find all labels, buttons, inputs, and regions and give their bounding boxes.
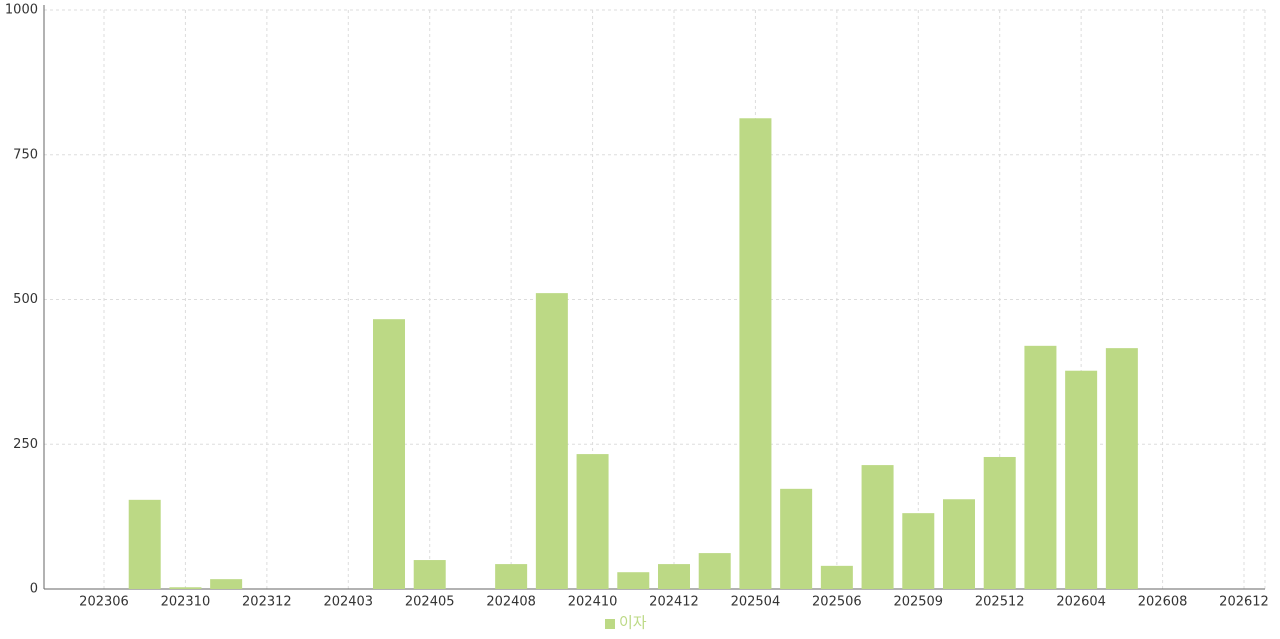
- x-tick-label: 202506: [812, 595, 862, 610]
- x-tick-label: 202408: [486, 595, 536, 610]
- bar: [902, 513, 935, 589]
- bar: [698, 553, 731, 589]
- bar: [373, 319, 405, 589]
- x-tick-label: 202512: [975, 595, 1025, 610]
- x-tick-label: 202312: [242, 595, 292, 610]
- bar: [576, 454, 609, 589]
- bar: [617, 572, 650, 589]
- bar: [658, 564, 690, 589]
- y-tick-label: 1000: [5, 3, 38, 18]
- y-tick-label: 500: [13, 292, 38, 307]
- bar: [210, 579, 243, 589]
- x-tick-label: 202608: [1138, 595, 1188, 610]
- y-tick-label: 750: [13, 147, 38, 162]
- bar: [495, 564, 528, 589]
- x-tick-label: 202509: [893, 595, 943, 610]
- bar: [1024, 345, 1057, 589]
- x-tick-label: 202310: [161, 595, 211, 610]
- bar: [820, 565, 853, 589]
- y-tick-label: 250: [13, 437, 38, 452]
- bar: [1105, 348, 1138, 589]
- bar: [169, 587, 202, 589]
- x-tick-label: 202612: [1219, 595, 1269, 610]
- x-tick-label: 202306: [79, 595, 129, 610]
- bar: [983, 456, 1016, 589]
- x-tick-label: 202405: [405, 595, 455, 610]
- x-tick-label: 202412: [649, 595, 699, 610]
- y-tick-label: 0: [30, 582, 38, 597]
- bar: [535, 293, 568, 589]
- bar: [861, 465, 894, 589]
- bar: [1065, 370, 1098, 589]
- x-tick-label: 202403: [323, 595, 373, 610]
- bar: [128, 499, 161, 589]
- x-tick-label: 202604: [1056, 595, 1106, 610]
- bar: [413, 560, 446, 589]
- legend-label: 이자: [619, 614, 647, 632]
- legend-swatch: [605, 619, 615, 629]
- x-tick-label: 202410: [568, 595, 618, 610]
- x-tick-label: 202504: [731, 595, 781, 610]
- bar: [739, 118, 772, 589]
- bar: [780, 488, 813, 589]
- bar: [943, 499, 975, 589]
